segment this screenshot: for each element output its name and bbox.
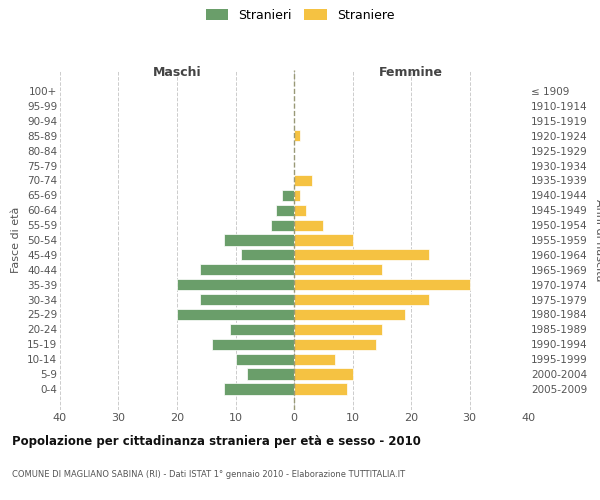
Bar <box>294 338 376 350</box>
Bar <box>294 250 428 260</box>
Bar <box>177 279 294 290</box>
Bar <box>212 338 294 350</box>
Bar <box>294 264 382 276</box>
Bar <box>241 250 294 260</box>
Bar <box>294 204 306 216</box>
Text: Femmine: Femmine <box>379 66 443 79</box>
Bar <box>294 368 353 380</box>
Bar <box>294 279 470 290</box>
Bar <box>294 384 347 394</box>
Bar <box>294 220 323 230</box>
Bar <box>294 324 382 335</box>
Bar <box>200 264 294 276</box>
Bar <box>294 190 300 201</box>
Bar <box>235 354 294 365</box>
Text: Popolazione per cittadinanza straniera per età e sesso - 2010: Popolazione per cittadinanza straniera p… <box>12 435 421 448</box>
Y-axis label: Anni di nascita: Anni di nascita <box>594 198 600 281</box>
Bar <box>224 234 294 246</box>
Bar <box>200 294 294 305</box>
Bar <box>294 309 405 320</box>
Legend: Stranieri, Straniere: Stranieri, Straniere <box>206 8 394 22</box>
Bar <box>177 309 294 320</box>
Bar <box>277 204 294 216</box>
Text: COMUNE DI MAGLIANO SABINA (RI) - Dati ISTAT 1° gennaio 2010 - Elaborazione TUTTI: COMUNE DI MAGLIANO SABINA (RI) - Dati IS… <box>12 470 405 479</box>
Y-axis label: Fasce di età: Fasce di età <box>11 207 22 273</box>
Bar <box>294 130 300 141</box>
Bar <box>247 368 294 380</box>
Text: Maschi: Maschi <box>152 66 202 79</box>
Bar <box>230 324 294 335</box>
Bar <box>271 220 294 230</box>
Bar <box>294 354 335 365</box>
Bar <box>224 384 294 394</box>
Bar <box>294 175 311 186</box>
Bar <box>294 294 428 305</box>
Bar <box>294 234 353 246</box>
Bar <box>283 190 294 201</box>
